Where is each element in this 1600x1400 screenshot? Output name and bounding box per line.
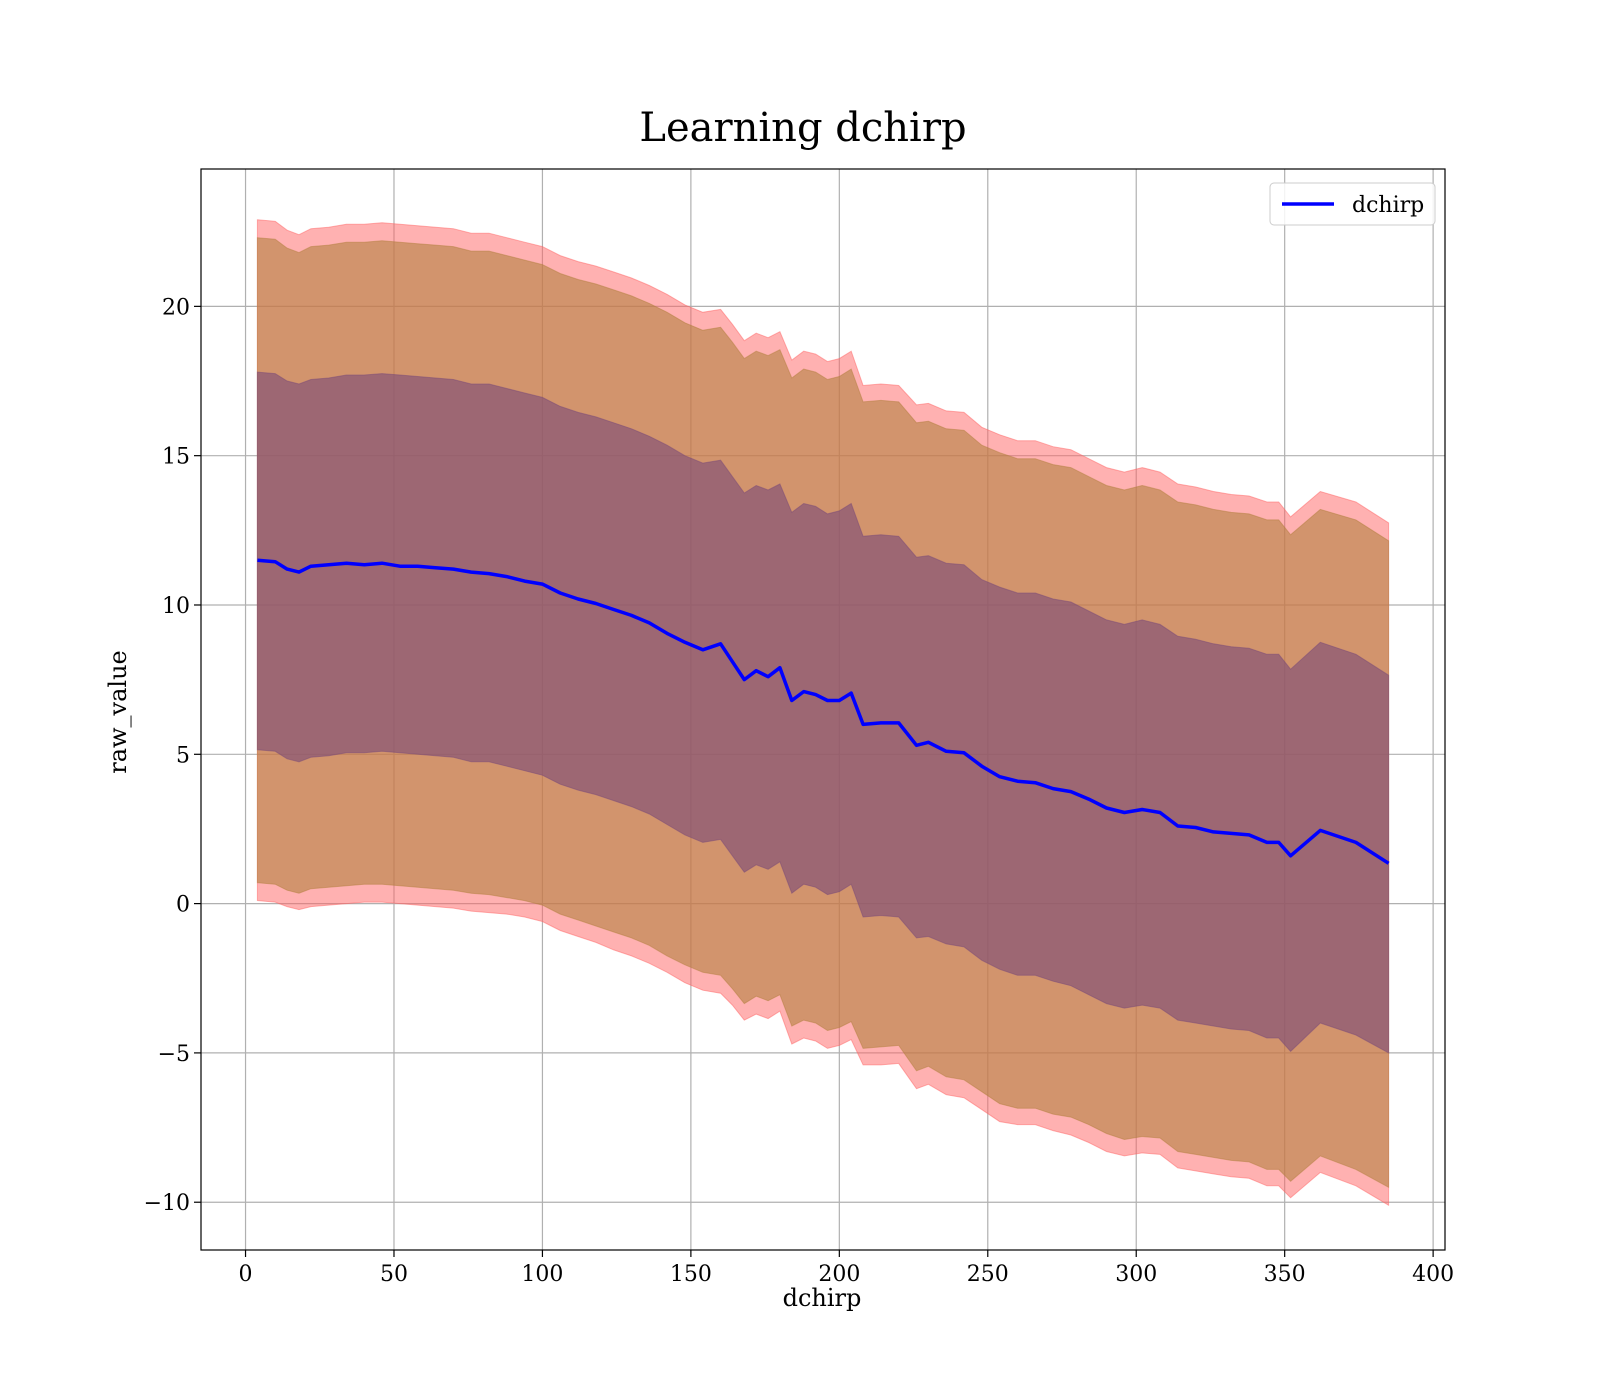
y-tick-label: −5: [158, 1042, 190, 1067]
y-axis: −10 −5 0 5 10 15 20: [144, 295, 201, 1216]
legend-box: [1269, 182, 1436, 226]
y-tick-label: −10: [144, 1191, 190, 1216]
legend-entry-label: dchirp: [1352, 193, 1424, 218]
y-tick-label: 15: [162, 445, 190, 470]
x-tick-label: 250: [967, 1262, 1009, 1287]
x-tick-label: 0: [239, 1262, 253, 1287]
series-lines: [257, 558, 1390, 865]
x-tick-label: 350: [1264, 1262, 1306, 1287]
y-tick-label: 20: [162, 295, 190, 320]
x-axis: 0 50 100 150 200 250 300 350 400: [239, 1250, 1454, 1287]
x-tick-label: 100: [521, 1262, 563, 1287]
chart-title: Learning dchirp: [639, 105, 966, 151]
x-tick-label: 300: [1115, 1262, 1157, 1287]
y-tick-label: 0: [176, 893, 190, 918]
x-tick-label: 200: [818, 1262, 860, 1287]
band-inner: [256, 371, 1390, 1054]
legend: dchirp: [1269, 182, 1436, 226]
y-axis-label: raw_value: [104, 650, 132, 774]
series-line-dchirp: [257, 558, 1390, 865]
x-axis-label: dchirp: [783, 1284, 862, 1312]
confidence-bands: [256, 219, 1390, 1207]
y-tick-label: 5: [176, 743, 190, 768]
y-tick-label: 10: [162, 594, 190, 619]
axes-frame: [200, 168, 1446, 1251]
x-tick-label: 400: [1412, 1262, 1454, 1287]
x-tick-label: 150: [670, 1262, 712, 1287]
plot-frame: [200, 168, 1446, 1251]
x-tick-label: 50: [380, 1262, 408, 1287]
